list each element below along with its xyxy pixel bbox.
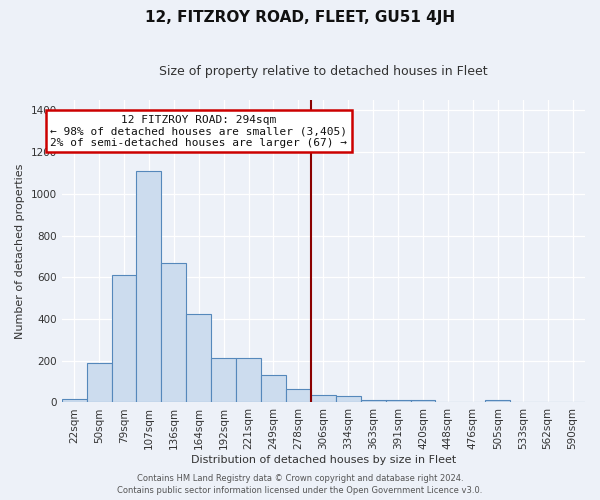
Bar <box>261 376 286 402</box>
Bar <box>410 400 436 402</box>
Bar <box>236 358 261 403</box>
Bar <box>112 275 136 402</box>
X-axis label: Distribution of detached houses by size in Fleet: Distribution of detached houses by size … <box>191 455 456 465</box>
Bar <box>311 395 336 402</box>
Bar <box>286 389 311 402</box>
Bar <box>86 363 112 403</box>
Text: Contains HM Land Registry data © Crown copyright and database right 2024.
Contai: Contains HM Land Registry data © Crown c… <box>118 474 482 495</box>
Bar <box>62 400 86 402</box>
Bar <box>186 314 211 402</box>
Bar <box>485 400 510 402</box>
Text: 12 FITZROY ROAD: 294sqm
← 98% of detached houses are smaller (3,405)
2% of semi-: 12 FITZROY ROAD: 294sqm ← 98% of detache… <box>50 114 347 148</box>
Bar <box>211 358 236 403</box>
Text: 12, FITZROY ROAD, FLEET, GU51 4JH: 12, FITZROY ROAD, FLEET, GU51 4JH <box>145 10 455 25</box>
Y-axis label: Number of detached properties: Number of detached properties <box>15 164 25 339</box>
Title: Size of property relative to detached houses in Fleet: Size of property relative to detached ho… <box>159 65 488 78</box>
Bar <box>136 171 161 402</box>
Bar <box>336 396 361 402</box>
Bar <box>386 400 410 402</box>
Bar <box>361 400 386 402</box>
Bar <box>161 262 186 402</box>
